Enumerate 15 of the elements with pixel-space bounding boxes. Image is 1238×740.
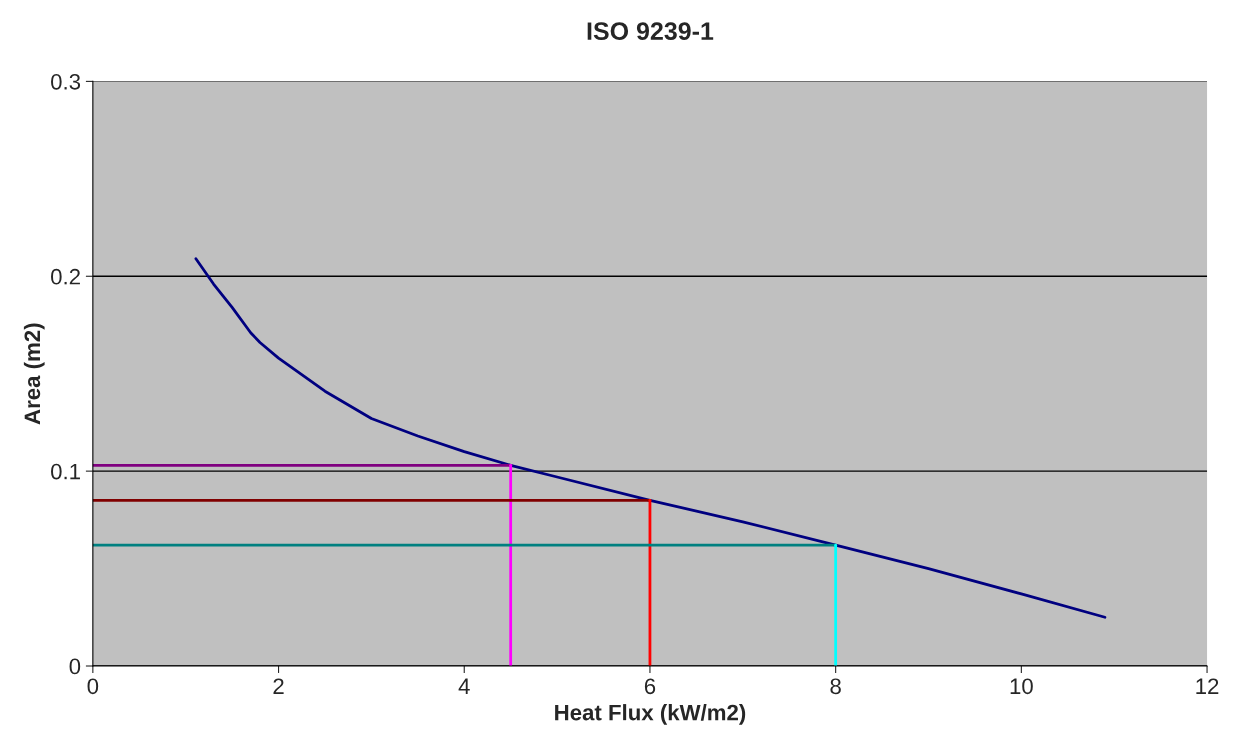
y-tick-label: 0.2 [51,268,80,285]
line-series [194,257,1107,619]
x-tick-label: 10 [1010,678,1033,695]
x-tick-label: 2 [273,678,284,694]
x-tick-label: 6 [644,678,656,695]
x-tick-label: 12 [1196,678,1219,694]
x-tick-label: 4 [458,678,470,694]
x-axis-title: Heat Flux (kW/m2) [555,704,746,725]
x-tick-label: 0 [87,678,99,695]
y-tick-label: 0.1 [51,463,80,480]
y-axis-title: Area (m2) [23,323,45,425]
y-tick-label: 0 [69,658,81,675]
y-tick-label: 0.3 [51,73,81,90]
chart-title: ISO 9239-1 [587,22,714,41]
x-tick-label: 8 [830,678,841,695]
